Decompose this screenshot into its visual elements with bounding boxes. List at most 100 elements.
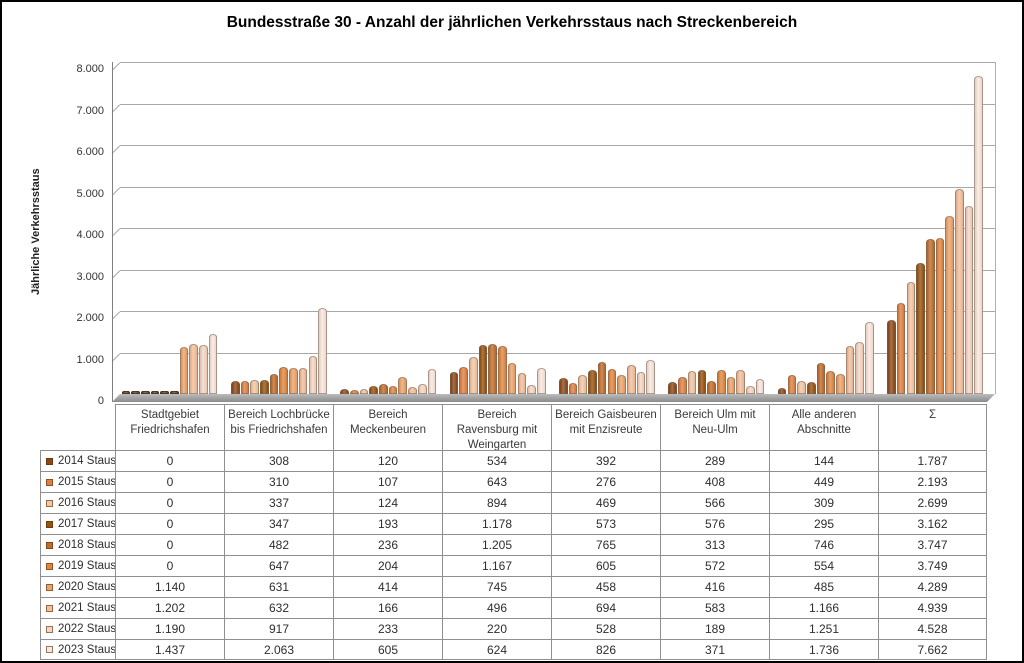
bar <box>855 342 865 394</box>
legend-item: 2020 Staus <box>40 576 117 597</box>
y-axis-tick-label: 8.000 <box>76 63 104 75</box>
bar <box>646 359 655 394</box>
legend-color-swatch <box>46 604 53 612</box>
bar <box>597 362 607 394</box>
bar <box>826 371 835 394</box>
table-column-header: Stadtgebiet Friedrichshafen <box>115 404 224 450</box>
legend-label: 2016 Staus <box>58 497 117 509</box>
table-cell: 4.289 <box>878 576 987 597</box>
bar <box>746 386 755 394</box>
y-axis-tick-label: 2.000 <box>76 312 104 324</box>
bar <box>308 355 318 394</box>
legend-item: 2016 Staus <box>40 492 117 513</box>
table-cell: 3.747 <box>878 534 987 555</box>
legend-label: 2020 Staus <box>58 581 117 593</box>
bar <box>230 381 240 394</box>
bar <box>140 391 150 394</box>
bar <box>896 303 906 394</box>
table-cell: 1.251 <box>769 618 878 639</box>
bar <box>250 380 259 394</box>
bar <box>536 368 546 394</box>
table-cell: 765 <box>551 534 660 555</box>
table-cell: 694 <box>551 597 660 618</box>
y-axis-tick-label: 0 <box>97 395 104 407</box>
table-cell: 482 <box>224 534 333 555</box>
gridline <box>120 62 995 63</box>
chart-title: Bundesstraße 30 - Anzahl der jährlichen … <box>226 14 798 31</box>
bar <box>836 373 845 394</box>
bar <box>925 238 935 394</box>
table-cell: 408 <box>660 471 769 492</box>
bar <box>517 373 527 394</box>
bar <box>678 377 687 394</box>
legend-color-swatch <box>46 646 53 653</box>
bar <box>318 308 327 394</box>
table-cell: 3.749 <box>878 555 987 576</box>
bar <box>906 282 916 394</box>
legend-label: 2015 Staus <box>58 476 117 488</box>
table-column-header: Bereich Lochbrücke bis Friedrichshafen <box>224 404 333 450</box>
table-cell: 414 <box>333 576 442 597</box>
gridline <box>120 352 995 354</box>
table-cell: 4.939 <box>878 597 987 618</box>
legend-item: 2023 Staus <box>40 639 117 660</box>
table-cell: 236 <box>333 534 442 555</box>
y-axis-tick-label: 5.000 <box>76 187 104 200</box>
legend-label: 2017 Staus <box>58 518 117 530</box>
bar <box>488 344 498 394</box>
bar <box>340 389 349 394</box>
bar <box>208 334 218 394</box>
table-cell: 605 <box>333 639 442 660</box>
table-cell: 416 <box>660 576 769 597</box>
y-axis-tick-label: 6.000 <box>76 146 104 158</box>
bar <box>668 382 678 394</box>
table-cell: 469 <box>551 492 660 513</box>
bar <box>189 344 199 394</box>
y-axis-tick-label: 3.000 <box>76 270 104 283</box>
table-cell: 1.190 <box>115 618 224 639</box>
bar <box>459 367 468 394</box>
table-cell: 573 <box>551 513 660 534</box>
bar <box>955 189 964 394</box>
bar <box>806 381 816 394</box>
table-cell: 496 <box>442 597 551 618</box>
table-cell: 310 <box>224 471 333 492</box>
table-cell: 1.202 <box>115 597 224 618</box>
bar <box>417 384 427 394</box>
table-cell: 276 <box>551 471 660 492</box>
gridline <box>120 103 995 105</box>
bar <box>298 367 308 394</box>
bar <box>755 378 765 394</box>
legend-item: 2019 Staus <box>40 555 116 576</box>
legend-color-swatch <box>46 520 53 528</box>
table-cell: 1.167 <box>442 555 551 576</box>
table-cell: 0 <box>115 555 224 576</box>
bar <box>131 391 140 394</box>
bar <box>527 384 536 394</box>
legend-color-swatch <box>46 541 53 549</box>
bar <box>150 391 160 394</box>
table-cell: 485 <box>769 576 878 597</box>
y-axis-tick-label: 7.000 <box>76 104 104 117</box>
table-cell: 107 <box>333 471 442 492</box>
table-cell: 458 <box>551 576 660 597</box>
bar <box>636 372 646 394</box>
table-cell: 337 <box>224 492 333 513</box>
table-cell: 624 <box>442 639 551 660</box>
bar <box>726 376 736 394</box>
table-cell: 2.193 <box>878 471 987 492</box>
bar <box>588 370 597 394</box>
legend-label: 2023 Staus <box>58 643 117 656</box>
bar <box>279 367 289 394</box>
table-cell: 308 <box>224 450 333 471</box>
table-cell: 313 <box>660 534 769 555</box>
bar <box>289 367 298 394</box>
legend-label: 2022 Staus <box>58 623 117 635</box>
table-cell: 449 <box>769 471 878 492</box>
bar <box>607 368 617 394</box>
table-cell: 583 <box>660 597 769 618</box>
legend-item: 2015 Staus <box>40 471 117 492</box>
legend-color-swatch <box>46 562 53 570</box>
bar <box>398 376 408 394</box>
bar <box>777 388 787 394</box>
